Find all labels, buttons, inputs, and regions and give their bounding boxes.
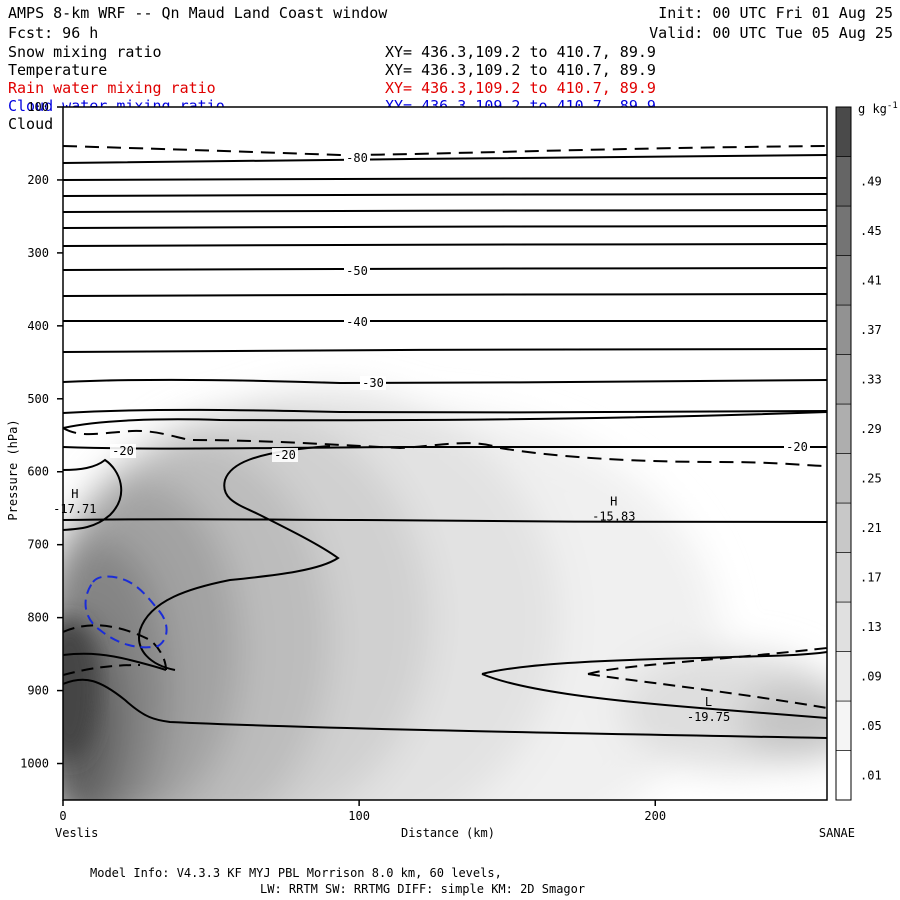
y-tick-label: 200 bbox=[27, 173, 49, 187]
colorbar-label: .33 bbox=[860, 372, 882, 386]
colorbar-swatch bbox=[835, 403, 852, 454]
plot-frame bbox=[62, 106, 828, 801]
y-tick-label: 500 bbox=[27, 392, 49, 406]
contour-labels: -80 -50 -40 -30 -20 -20 -20 bbox=[110, 151, 810, 462]
extrema-labels: H-17.71H-15.83L-19.75 bbox=[53, 487, 730, 724]
y-axis-label: Pressure (hPa) bbox=[6, 419, 20, 520]
init-time: Init: 00 UTC Fri 01 Aug 25 bbox=[658, 4, 893, 22]
contour-label: -50 bbox=[346, 264, 368, 278]
extremum-type: H bbox=[71, 487, 78, 501]
extremum-type: H bbox=[610, 495, 617, 509]
y-tick-label: 100 bbox=[27, 100, 49, 114]
colorbar-swatch bbox=[835, 552, 852, 603]
valid-time: Valid: 00 UTC Tue 05 Aug 25 bbox=[649, 24, 893, 42]
colorbar-swatch bbox=[835, 304, 852, 355]
field-xy: XY= 436.3,109.2 to 410.7, 89.9 bbox=[385, 79, 656, 97]
colorbar-swatch bbox=[835, 255, 852, 306]
x-axis-label: Distance (km) bbox=[401, 826, 495, 840]
colorbar-label: .37 bbox=[860, 323, 882, 337]
right-endpoint-label: SANAE bbox=[819, 826, 855, 840]
contour-label: -20 bbox=[112, 444, 134, 458]
temperature-contours bbox=[63, 145, 827, 739]
forecast-hour: Fcst: 96 h bbox=[8, 24, 98, 42]
colorbar-label: .49 bbox=[860, 174, 882, 188]
y-tick-label: 700 bbox=[27, 538, 49, 552]
colorbar-label: .09 bbox=[860, 669, 882, 683]
chart-title: AMPS 8-km WRF -- Qn Maud Land Coast wind… bbox=[8, 4, 388, 22]
field-name: Temperature bbox=[8, 61, 107, 79]
x-axis: 0 100 200 bbox=[59, 800, 666, 823]
colorbar: .01 .05 .09 .13 .17 .21 .25 .29 .33 .37 .41 .45 .49 bbox=[835, 106, 882, 801]
field-name: Snow mixing ratio bbox=[8, 43, 162, 61]
cloud-water-contour bbox=[84, 575, 168, 649]
colorbar-label: .29 bbox=[860, 422, 882, 436]
colorbar-swatch bbox=[835, 354, 852, 405]
contour-label: -20 bbox=[274, 448, 296, 462]
model-info-line-2: LW: RRTM SW: RRTMG DIFF: simple KM: 2D S… bbox=[260, 882, 585, 896]
y-tick-label: 800 bbox=[27, 611, 49, 625]
contour-label: -80 bbox=[346, 151, 368, 165]
left-endpoint-label: Veslis bbox=[55, 826, 98, 840]
colorbar-swatch bbox=[835, 106, 852, 157]
field-xy: XY= 436.3,109.2 to 410.7, 89.9 bbox=[385, 61, 656, 79]
y-tick-label: 900 bbox=[27, 684, 49, 698]
y-tick-label: 1000 bbox=[20, 757, 49, 771]
colorbar-swatch bbox=[835, 700, 852, 751]
extremum-type: L bbox=[705, 695, 712, 709]
colorbar-label: .21 bbox=[860, 521, 882, 535]
colorbar-label: .41 bbox=[860, 273, 882, 287]
colorbar-unit: g kg-1 bbox=[858, 101, 898, 116]
contour-label: -30 bbox=[362, 376, 384, 390]
contour-label: -40 bbox=[346, 315, 368, 329]
colorbar-swatch bbox=[835, 156, 852, 207]
field-name: Rain water mixing ratio bbox=[8, 79, 216, 97]
y-tick-label: 300 bbox=[27, 246, 49, 260]
extremum-value: -17.71 bbox=[53, 502, 96, 516]
colorbar-frame bbox=[835, 106, 852, 801]
model-info-line-1: Model Info: V4.3.3 KF MYJ PBL Morrison 8… bbox=[90, 866, 502, 880]
colorbar-swatch bbox=[835, 205, 852, 256]
mixing-ratio-shading bbox=[63, 107, 827, 800]
colorbar-label: .05 bbox=[860, 719, 882, 733]
y-axis: 100 200 300 400 500 600 700 800 900 1000 bbox=[20, 100, 63, 771]
colorbar-swatch bbox=[835, 502, 852, 553]
colorbar-label: .25 bbox=[860, 471, 882, 485]
field-xy: XY= 436.3,109.2 to 410.7, 89.9 bbox=[385, 43, 656, 61]
x-tick-label: 0 bbox=[59, 809, 66, 823]
extremum-value: -19.75 bbox=[687, 710, 730, 724]
y-tick-label: 600 bbox=[27, 465, 49, 479]
colorbar-swatch bbox=[835, 601, 852, 652]
colorbar-swatch bbox=[835, 453, 852, 504]
colorbar-label: .17 bbox=[860, 570, 882, 584]
y-tick-label: 400 bbox=[27, 319, 49, 333]
colorbar-label: .01 bbox=[860, 768, 882, 782]
x-tick-label: 100 bbox=[348, 809, 370, 823]
colorbar-label: .13 bbox=[860, 620, 882, 634]
colorbar-swatch bbox=[835, 651, 852, 702]
colorbar-label: .45 bbox=[860, 224, 882, 238]
x-tick-label: 200 bbox=[644, 809, 666, 823]
colorbar-swatch bbox=[835, 750, 852, 801]
extremum-value: -15.83 bbox=[592, 510, 635, 524]
contour-label: -20 bbox=[786, 440, 808, 454]
